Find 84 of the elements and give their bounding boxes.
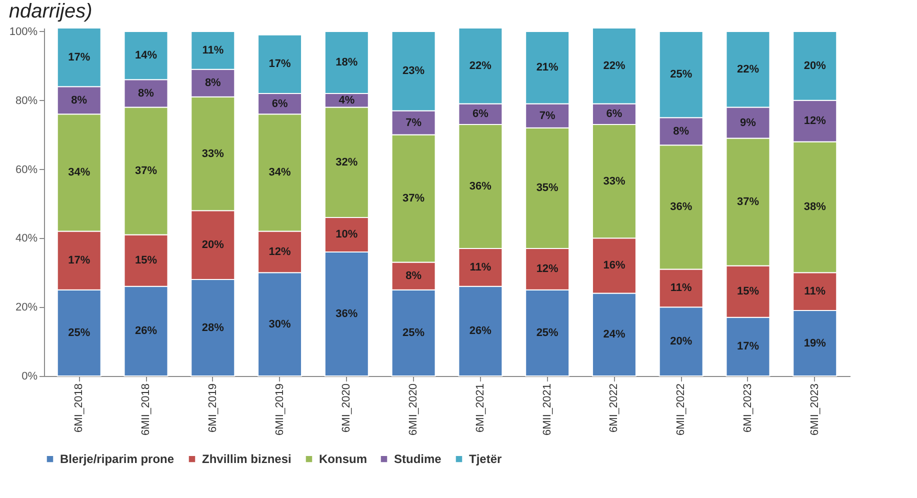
x-tick-label: 6MII_2018 bbox=[140, 384, 152, 436]
y-tick-label: 60% bbox=[15, 164, 38, 176]
legend-label: Blerje/riparim prone bbox=[60, 452, 174, 466]
x-tick-label: 6MI_2022 bbox=[608, 384, 620, 432]
x-tick-label: 6MII_2022 bbox=[675, 384, 688, 436]
x-tick-label: 6MI_2018 bbox=[73, 384, 86, 432]
data-label: 8% bbox=[138, 87, 154, 100]
data-label: 17% bbox=[736, 340, 760, 353]
data-label: 12% bbox=[536, 263, 559, 276]
x-tick-label: 6MII_2019 bbox=[274, 384, 286, 436]
data-label: 25% bbox=[670, 68, 692, 81]
data-label: 33% bbox=[603, 175, 626, 188]
x-tick-label: 6MI_2019 bbox=[206, 384, 219, 432]
data-label: 22% bbox=[469, 60, 492, 72]
data-label: 15% bbox=[134, 254, 158, 267]
data-label: 7% bbox=[539, 110, 556, 122]
data-label: 19% bbox=[804, 337, 826, 350]
data-label: 8% bbox=[673, 125, 690, 138]
chart-title: ndarrijes) bbox=[8, 0, 92, 22]
y-tick-label: 80% bbox=[15, 94, 38, 107]
data-label: 20% bbox=[804, 60, 826, 72]
data-label: 15% bbox=[736, 286, 760, 298]
data-label: 34% bbox=[68, 166, 90, 179]
data-label: 12% bbox=[804, 115, 826, 128]
data-label: 11% bbox=[804, 286, 826, 298]
data-label: 16% bbox=[603, 260, 626, 272]
y-tick-label: 40% bbox=[15, 232, 38, 245]
x-tick-label: 6MII_2021 bbox=[541, 384, 554, 436]
data-label: 36% bbox=[469, 180, 492, 192]
data-label: 25% bbox=[536, 326, 559, 339]
y-tick-label: 0% bbox=[22, 370, 38, 382]
data-label: 24% bbox=[603, 328, 626, 341]
data-label: 26% bbox=[134, 325, 158, 338]
legend-label: Tjetër bbox=[469, 452, 502, 466]
data-label: 8% bbox=[406, 270, 422, 282]
data-label: 14% bbox=[134, 50, 158, 62]
data-label: 35% bbox=[536, 182, 559, 194]
x-tick-label: 6MI_2023 bbox=[742, 384, 754, 432]
data-label: 36% bbox=[336, 308, 358, 320]
data-label: 6% bbox=[472, 108, 489, 120]
data-label: 6% bbox=[272, 98, 288, 110]
data-label: 4% bbox=[338, 94, 355, 106]
legend-label: Zhvillim biznesi bbox=[202, 452, 292, 466]
data-label: 8% bbox=[204, 77, 222, 90]
data-label: 11% bbox=[670, 282, 692, 294]
data-label: 37% bbox=[736, 196, 760, 208]
data-label: 8% bbox=[71, 94, 88, 106]
data-label: 11% bbox=[202, 44, 224, 56]
data-label: 26% bbox=[469, 325, 492, 338]
y-tick-label: 20% bbox=[15, 302, 38, 314]
data-label: 23% bbox=[402, 65, 425, 78]
data-label: 9% bbox=[740, 116, 756, 129]
data-label: 38% bbox=[804, 201, 826, 214]
data-label: 33% bbox=[202, 148, 224, 160]
y-tick-label: 100% bbox=[9, 26, 38, 38]
data-label: 10% bbox=[336, 228, 358, 241]
data-label: 17% bbox=[68, 254, 90, 267]
data-label: 6% bbox=[606, 108, 622, 120]
data-label: 32% bbox=[336, 156, 358, 168]
data-label: 37% bbox=[402, 192, 425, 205]
data-label: 22% bbox=[603, 60, 626, 72]
data-label: 37% bbox=[134, 164, 158, 177]
data-label: 21% bbox=[536, 62, 559, 74]
data-label: 17% bbox=[268, 58, 291, 70]
data-label: 11% bbox=[470, 261, 492, 274]
data-label: 34% bbox=[268, 166, 291, 179]
data-label: 36% bbox=[670, 201, 692, 214]
x-tick-label: 6MII_2020 bbox=[408, 384, 420, 436]
data-label: 22% bbox=[736, 63, 760, 76]
data-label: 20% bbox=[670, 336, 692, 348]
legend-label: Studime bbox=[394, 452, 442, 466]
data-label: 20% bbox=[202, 239, 224, 252]
data-label: 28% bbox=[202, 322, 224, 334]
x-tick-label: 6MII_2023 bbox=[808, 384, 821, 436]
data-label: 25% bbox=[402, 326, 425, 339]
x-tick-label: 6MI_2021 bbox=[474, 384, 486, 432]
data-label: 7% bbox=[406, 116, 422, 129]
data-label: 30% bbox=[268, 318, 291, 330]
data-label: 18% bbox=[336, 56, 358, 68]
x-tick-label: 6MI_2020 bbox=[340, 384, 353, 432]
legend-label: Konsum bbox=[319, 452, 367, 466]
data-label: 25% bbox=[68, 326, 90, 339]
data-label: 17% bbox=[68, 51, 90, 64]
data-label: 12% bbox=[268, 246, 291, 258]
